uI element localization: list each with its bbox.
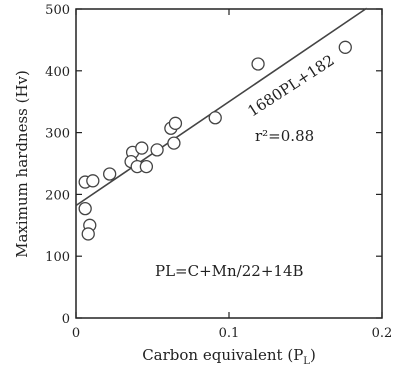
- x-tick-label: 0.2: [372, 326, 393, 341]
- data-point: [168, 116, 183, 130]
- data-point: [208, 111, 222, 125]
- data-points: [78, 40, 352, 241]
- x-axis-label-main: Carbon equivalent (P: [142, 346, 303, 364]
- x-axis-label-subscript: L: [303, 356, 310, 367]
- y-tick-label: 0: [62, 312, 70, 327]
- data-point: [78, 201, 92, 216]
- x-axis-label-close: ): [310, 346, 316, 364]
- y-axis-label: Maximum hardness (Hv): [13, 70, 31, 258]
- data-point: [103, 167, 117, 181]
- data-point: [86, 174, 100, 188]
- data-point: [150, 143, 164, 157]
- x-axis-label: Carbon equivalent (PL): [142, 346, 316, 367]
- y-axis-ticks: 0 100 200 300 400 500: [45, 3, 382, 327]
- x-tick-label: 0.1: [219, 326, 240, 341]
- x-axis-ticks: 0 0.1 0.2: [72, 9, 392, 341]
- x-tick-label: 0: [72, 326, 80, 341]
- data-point: [251, 57, 265, 71]
- regression-line: [75, 7, 368, 207]
- data-point: [81, 227, 95, 241]
- data-point: [167, 136, 181, 150]
- formula-label: PL=C+Mn/22+14B: [155, 262, 304, 280]
- data-point: [338, 40, 352, 54]
- y-tick-label: 300: [45, 127, 70, 142]
- y-tick-label: 500: [45, 3, 70, 18]
- y-tick-label: 400: [45, 65, 70, 80]
- y-tick-label: 200: [45, 188, 70, 203]
- data-point: [135, 141, 149, 155]
- data-point: [139, 159, 154, 174]
- y-tick-label: 100: [45, 250, 70, 265]
- r-squared-label: r²=0.88: [255, 127, 314, 145]
